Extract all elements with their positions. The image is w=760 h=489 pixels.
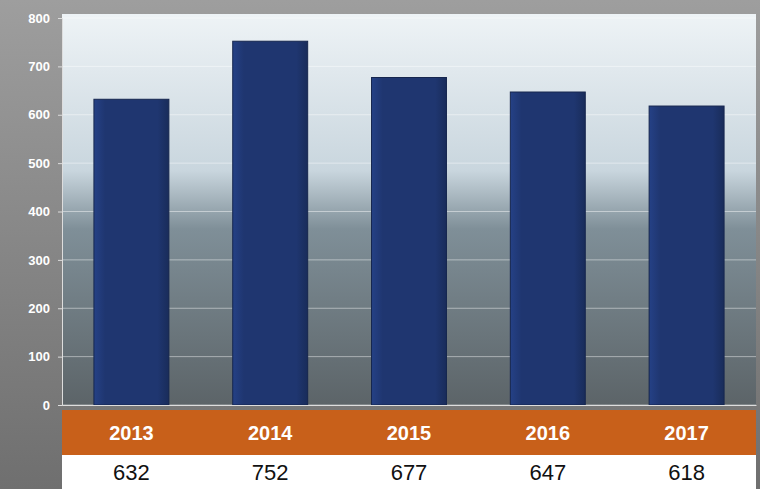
y-tick-label: 700 [28, 59, 50, 74]
y-tick-mark [58, 163, 62, 164]
x-tick-label: 2014 [248, 422, 293, 444]
y-tick-mark [58, 405, 62, 406]
x-tick-label: 2017 [664, 422, 709, 444]
y-tick-mark [58, 308, 62, 309]
y-tick-label: 600 [28, 107, 50, 122]
data-label: 632 [113, 460, 150, 485]
x-tick: 2013 [109, 422, 154, 444]
x-tick: 2015 [387, 422, 432, 444]
grid-line [62, 66, 756, 67]
y-tick: 300 [28, 253, 62, 268]
grid [62, 18, 756, 405]
data-label: 618 [668, 460, 705, 485]
x-tick-label: 2013 [109, 422, 154, 444]
y-tick: 200 [28, 301, 62, 316]
bar [94, 99, 169, 405]
y-tick-mark [58, 212, 62, 213]
x-tick-label: 2015 [387, 422, 432, 444]
x-axis-line [63, 405, 757, 406]
y-tick: 800 [28, 11, 62, 26]
y-tick-label: 0 [43, 398, 50, 413]
bar [510, 92, 585, 405]
y-axis-line [58, 19, 63, 406]
bar [372, 78, 447, 405]
x-tick: 2014 [248, 422, 293, 444]
y-tick: 400 [28, 204, 62, 219]
value-row [62, 455, 756, 489]
y-tick-label: 300 [28, 253, 50, 268]
y-tick-mark [58, 115, 62, 116]
y-tick-mark [58, 357, 62, 358]
y-tick: 100 [28, 349, 62, 364]
y-tick-label: 100 [28, 349, 50, 364]
y-tick-label: 400 [28, 204, 50, 219]
y-tick: 0 [43, 398, 62, 413]
x-tick: 2017 [664, 422, 709, 444]
y-tick-mark [58, 18, 62, 19]
x-tick-label: 2016 [526, 422, 571, 444]
bar [233, 41, 308, 405]
y-axis: 0 100 200 300 400 500 600 700 800 [28, 11, 62, 413]
y-tick-label: 800 [28, 11, 50, 26]
data-label: 677 [391, 460, 428, 485]
y-tick: 600 [28, 107, 62, 122]
y-tick: 500 [28, 156, 62, 171]
bar [649, 106, 724, 405]
data-label: 647 [529, 460, 566, 485]
data-label: 752 [252, 460, 289, 485]
data-labels: 632 752 677 647 618 [113, 460, 705, 485]
x-axis: 2013 2014 2015 2016 2017 [63, 406, 757, 444]
chart: 0100200300400500600700800201320142015201… [0, 0, 760, 489]
y-tick: 700 [28, 59, 62, 74]
grid-line [62, 18, 756, 19]
y-tick-mark [58, 66, 62, 67]
y-tick-mark [58, 260, 62, 261]
y-tick-label: 500 [28, 156, 50, 171]
background [0, 0, 760, 489]
plot-background [62, 14, 756, 405]
category-band [62, 410, 756, 455]
x-tick: 2016 [526, 422, 571, 444]
bars [94, 41, 724, 405]
y-tick-label: 200 [28, 301, 50, 316]
